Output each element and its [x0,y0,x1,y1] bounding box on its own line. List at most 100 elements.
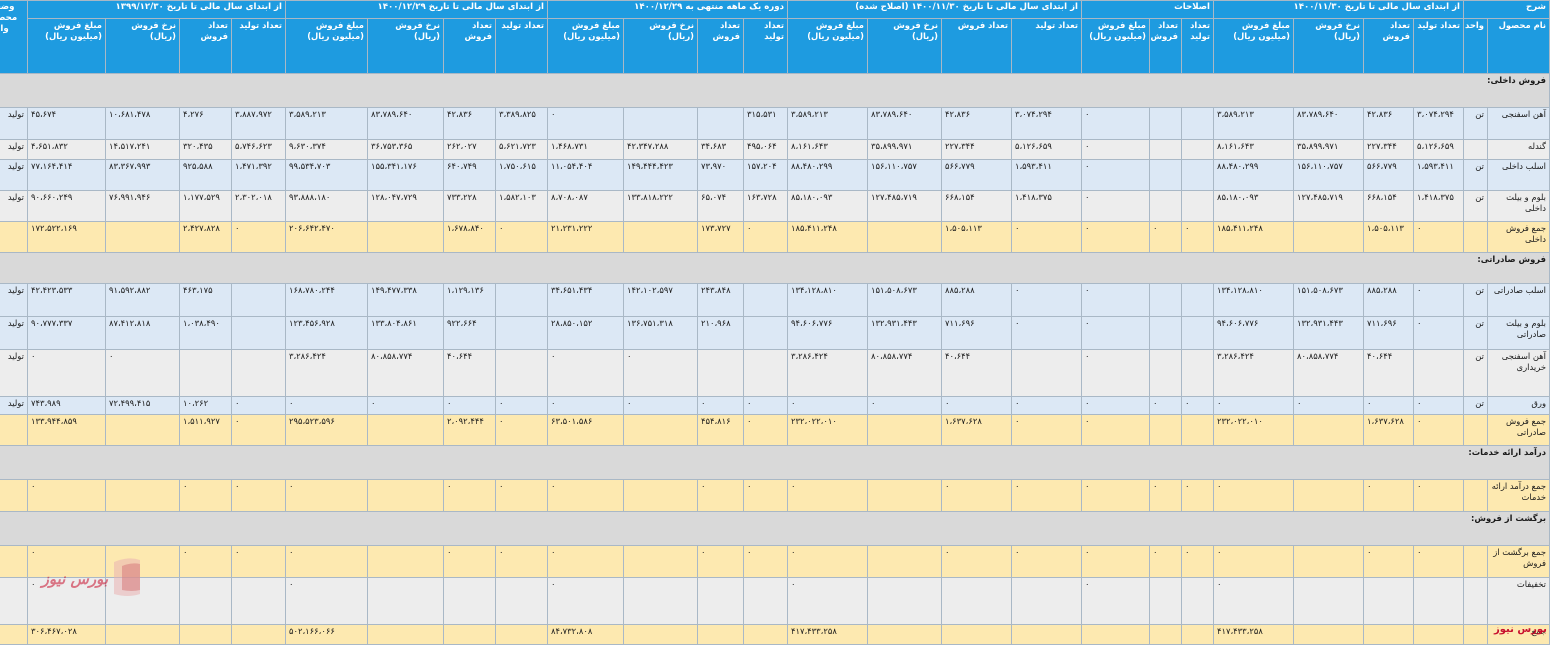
value-cell: ۴۰،۶۴۴ [1363,349,1414,397]
value-cell: ۷۳،۹۷۰ [696,159,744,191]
value-cell [622,624,698,645]
table-row: آهن اسفنجی تن ۳،۰۷۴،۲۹۴ ۴۲،۸۳۶ ۸۳،۷۸۹،۶۴۰ ۳،۵… [0,107,1550,140]
value-cell [622,577,698,625]
value-cell: ۳۴،۶۸۳ [696,139,744,160]
adjustment-cell: ۰ [1080,190,1150,222]
value-cell: ۲۰۶،۶۴۲،۴۷۰ [284,221,368,253]
value-cell [366,221,444,253]
value-cell [366,479,444,512]
value-cell: ۰ [546,349,624,397]
value-cell: ۰ [26,577,106,625]
value-cell: ۱،۵۹۳،۴۱۱ [1010,159,1082,191]
value-cell [442,577,496,625]
adjustment-cell [1180,624,1214,645]
value-cell [940,624,1012,645]
adjustment-cell [1148,283,1182,317]
value-cell: ۸،۱۶۱،۶۴۳ [786,139,868,160]
table-row: ورق تن ۰ ۰ ۰ ۰ ۰ ۰ ۰ ۰ ۰ ۰ ۰ ۰ ۰ ۰ ۰ ۰ ۰ ۰ ۰ ۰ ۱۰،۲۶۲ ۷۲،۴۹۹،۴۱… [0,396,1550,415]
header-column-row: نام محصول واحد تعداد تولید تعداد فروش نرخ فر… [0,18,1550,74]
value-cell: ۱،۴۶۸،۷۳۱ [546,139,624,160]
status-cell [0,414,28,446]
value-cell: ۰ [940,396,1012,415]
header-period-5-col: تعداد فروش [178,18,232,74]
section-title: فروش صادراتی: [0,252,1551,284]
value-cell: ۰ [546,479,624,512]
value-cell: ۰ [742,479,788,512]
value-cell [696,349,744,397]
status-cell: تولید [0,283,28,317]
value-cell: ۰ [696,396,744,415]
adjustment-cell: ۰ [1148,396,1182,415]
value-cell: ۳،۲۸۶،۴۲۴ [284,349,368,397]
value-cell: ۲۲۷،۳۴۴ [1363,139,1414,160]
value-cell: ۱۸۵،۴۱۱،۲۴۸ [786,221,868,253]
adjustment-cell [1148,190,1182,222]
header-period-3-col: تعداد فروش [696,18,744,74]
value-cell: ۹۱،۵۹۲،۸۸۲ [104,283,180,317]
value-cell: ۸۳،۳۶۷،۹۹۳ [104,159,180,191]
value-cell [104,414,180,446]
adjustment-cell: ۰ [1180,396,1214,415]
adjustment-cell [1180,139,1214,160]
value-cell: ۰ [1010,479,1082,512]
value-cell: ۰ [786,479,868,512]
value-cell: ۹۹،۵۳۴،۷۰۳ [284,159,368,191]
value-cell: ۰ [1413,414,1464,446]
value-cell: ۸۸۵،۲۸۸ [940,283,1012,317]
value-cell: ۷۷،۱۶۴،۴۱۴ [26,159,106,191]
value-cell: ۳،۵۸۹،۲۱۳ [1212,107,1295,140]
value-cell: ۸،۷۰۸،۰۸۷ [546,190,624,222]
value-cell [866,414,942,446]
value-cell [230,316,286,350]
product-name: جمع [1487,624,1550,645]
value-cell: ۲۹۵،۵۲۳،۵۹۶ [284,414,368,446]
value-cell: ۰ [866,396,942,415]
value-cell: ۱۰،۲۶۲ [178,396,232,415]
header-adjustments-col: تعداد فروش [1148,18,1182,74]
unit-cell: تن [1463,316,1488,350]
value-cell [366,414,444,446]
total-row: جمع برگشت از فروش ۰ ۰ ۰ ۰ ۰ ۰ ۰ ۰ ۰ ۰ ۰ ۰ ۰ ۰ ۰ ۰ ۰ ۰ [0,545,1550,578]
value-cell: ۴۹۵،۰۶۴ [742,139,788,160]
value-cell: ۰ [26,349,106,397]
header-status: وضعیت محصول-واحد [0,0,28,74]
value-cell: ۸۵،۱۸۰،۰۹۳ [786,190,868,222]
value-cell: ۰ [284,479,368,512]
value-cell: ۹۰،۶۶۰،۲۴۹ [26,190,106,222]
value-cell: ۱،۵۹۳،۴۱۱ [1413,159,1464,191]
value-cell: ۳،۸۸۷،۹۷۲ [230,107,286,140]
header-period-3-col: مبلغ فروش (میلیون ریال) [546,18,624,74]
adjustment-cell [1180,159,1214,191]
value-cell: ۱۷۳،۷۲۷ [696,221,744,253]
header-group-one-month: دوره یک ماهه منتهی به ۱۴۰۰/۱۲/۲۹ [546,0,788,19]
value-cell: ۱۲۸،۰۴۷،۷۲۹ [366,190,444,222]
value-cell: ۰ [742,414,788,446]
table-row: اسلب داخلی تن ۱،۵۹۳،۴۱۱ ۵۶۶،۷۷۹ ۱۵۶،۱۱۰،۷۵۷ ۸… [0,159,1550,191]
product-name: تخفیفات [1487,577,1550,625]
value-cell [1010,577,1082,625]
value-cell [696,107,744,140]
value-cell: ۱۵۱،۵۰۸،۶۷۳ [1293,283,1364,317]
value-cell: ۰ [742,396,788,415]
value-cell: ۶۶۸،۱۵۴ [1363,190,1414,222]
adjustment-cell: ۰ [1080,479,1150,512]
adjustment-cell [1180,283,1214,317]
value-cell: ۱۳۴،۱۲۸،۸۱۰ [1212,283,1295,317]
header-period-5-col: نرخ فروش (ریال) [104,18,180,74]
value-cell: ۲۱،۲۳۱،۲۲۲ [546,221,624,253]
unit-cell [1463,221,1488,253]
value-cell: ۰ [494,479,548,512]
section-title: برگشت از فروش: [0,511,1551,546]
header-unit: واحد [1463,18,1488,74]
value-cell: ۰ [546,545,624,578]
value-cell [230,349,286,397]
value-cell: ۷۴۳،۹۸۹ [26,396,106,415]
value-cell [742,316,788,350]
value-cell: ۳،۲۸۶،۴۲۴ [1212,349,1295,397]
value-cell: ۲۳۲،۰۲۲،۰۱۰ [1212,414,1295,446]
value-cell: ۷۲،۴۹۹،۴۱۵ [104,396,180,415]
value-cell [622,479,698,512]
header-period-3-col: نرخ فروش (ریال) [622,18,698,74]
value-cell: ۱،۶۷۸،۸۴۰ [442,221,496,253]
value-cell: ۰ [1293,396,1364,415]
